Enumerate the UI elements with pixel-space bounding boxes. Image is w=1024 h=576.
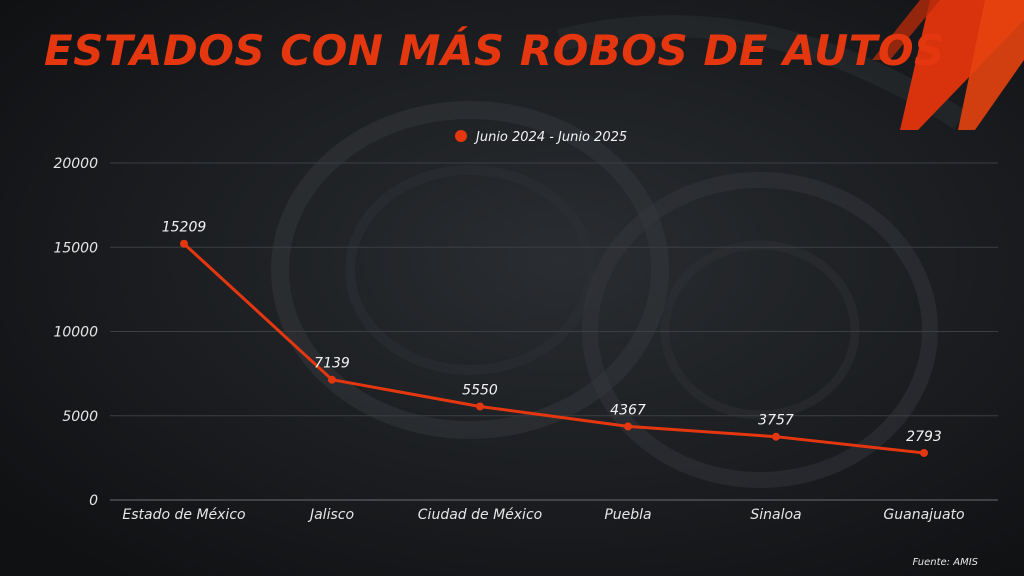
x-tick-label: Guanajuato <box>883 507 964 523</box>
data-label: 4367 <box>610 402 646 418</box>
series-line <box>182 242 925 455</box>
data-label: 5550 <box>462 382 498 398</box>
chart-title: ESTADOS CON MÁS ROBOS DE AUTOS <box>44 26 945 75</box>
x-axis-ticks: Estado de México Jalisco Ciudad de México P… <box>122 507 964 523</box>
x-tick-label: Jalisco <box>307 507 354 523</box>
y-axis-ticks: 0 5000 10000 15000 20000 <box>53 156 98 509</box>
corner-stripes <box>872 0 1024 130</box>
y-tick-label: 0 <box>89 493 98 509</box>
x-tick-label: Ciudad de México <box>418 507 542 523</box>
y-tick-label: 20000 <box>53 156 98 172</box>
x-tick-label: Sinaloa <box>750 507 801 523</box>
data-point <box>476 402 484 411</box>
data-point <box>328 375 336 384</box>
data-labels: 15209 7139 5550 4367 3757 2793 <box>162 220 942 445</box>
series-group <box>180 239 928 457</box>
legend: Junio 2024 - Junio 2025 <box>455 130 627 145</box>
y-tick-label: 5000 <box>62 409 98 425</box>
data-point <box>624 422 632 431</box>
grid-lines <box>110 162 998 501</box>
y-tick-label: 15000 <box>53 240 98 256</box>
data-label: 7139 <box>314 356 350 372</box>
data-label: 15209 <box>162 220 207 236</box>
y-tick-label: 10000 <box>53 325 98 341</box>
data-point <box>920 448 928 457</box>
x-tick-label: Estado de México <box>122 507 245 523</box>
data-label: 2793 <box>906 429 942 445</box>
x-tick-label: Puebla <box>604 507 651 523</box>
legend-label: Junio 2024 - Junio 2025 <box>473 130 627 145</box>
data-point <box>772 432 780 441</box>
data-label: 3757 <box>758 413 794 429</box>
legend-marker <box>455 130 467 142</box>
data-point <box>180 239 188 248</box>
source-note: Fuente: AMIS <box>912 557 978 568</box>
